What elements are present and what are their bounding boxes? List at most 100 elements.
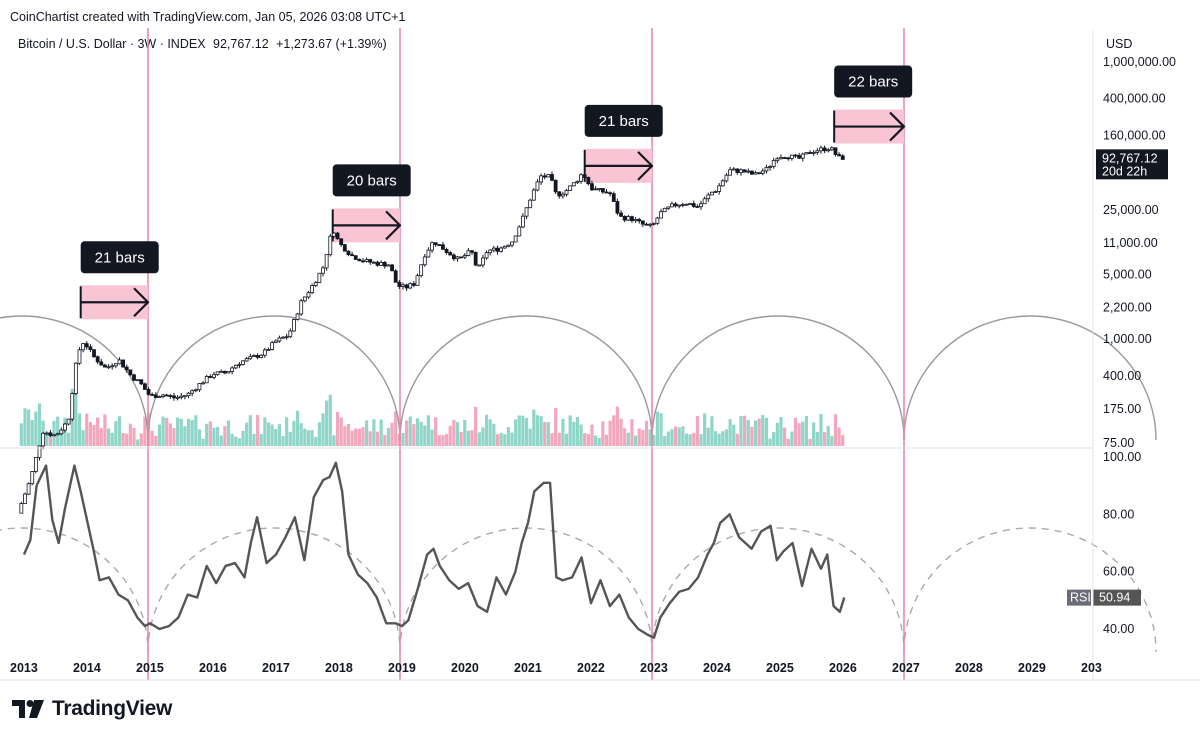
volume-bar <box>554 407 558 446</box>
price-cycle-arc <box>651 315 905 441</box>
rsi-cycle-arc <box>651 527 905 653</box>
candle-body <box>746 170 751 173</box>
candle-body <box>822 147 827 152</box>
volume-bar <box>74 382 78 446</box>
candle-body <box>786 157 791 160</box>
volume-bar <box>688 434 692 446</box>
candle-body <box>259 354 264 358</box>
volume-bar <box>85 413 89 446</box>
bars-label-box[interactable] <box>332 164 411 197</box>
bar-range-annotations[interactable]: 21 bars 20 bars 21 bars 22 bars <box>79 65 913 320</box>
candle-body <box>575 180 580 184</box>
time-axis-tick: 2029 <box>1018 661 1046 675</box>
volume-bar <box>365 420 369 446</box>
volume-bar <box>477 432 481 446</box>
volume-bar <box>819 414 823 446</box>
volume-bar <box>186 418 191 446</box>
volume-bar <box>564 433 569 446</box>
candle-body <box>266 349 271 351</box>
candle-body <box>699 203 703 208</box>
candle-body <box>680 204 685 206</box>
volume-bar <box>841 435 845 446</box>
candle-body <box>332 232 336 237</box>
candle-body <box>368 259 373 263</box>
volume-bar <box>252 433 256 446</box>
candle-body <box>204 376 209 384</box>
volume-bar <box>248 415 252 446</box>
candle-body <box>502 245 507 249</box>
volume-bar <box>481 427 485 446</box>
bars-label-box[interactable] <box>80 241 159 274</box>
volume-bar <box>143 416 147 446</box>
axes: USD 1,000,000.00 400,000.00 160,000.00 25,0… <box>0 30 1200 681</box>
candle-body <box>48 432 53 436</box>
volume-bar <box>66 432 71 446</box>
price-axis-tick: 175.00 <box>1103 402 1141 416</box>
volume-bar <box>830 435 834 446</box>
candle-body <box>771 160 776 167</box>
candle-body <box>175 396 180 399</box>
candle-body <box>281 336 285 339</box>
candle-body <box>66 418 71 425</box>
price-cycle-arc <box>903 315 1157 441</box>
candle-body <box>44 432 49 435</box>
tradingview-logo-icon <box>12 700 44 718</box>
time-axis-tick: 2015 <box>136 661 164 675</box>
candle-body <box>193 389 198 392</box>
volume-bar <box>783 427 787 446</box>
volume-bar <box>652 434 656 446</box>
volume-bar <box>517 415 521 446</box>
volume-bar <box>132 427 136 446</box>
volume-bar <box>837 427 841 446</box>
candle-body <box>720 180 725 187</box>
volume-bar <box>768 438 772 446</box>
tradingview-logo[interactable]: TradingView <box>12 697 172 721</box>
volume-bar <box>292 420 296 446</box>
volume-bar <box>604 434 609 446</box>
volume-bar <box>488 419 492 446</box>
volume-bar <box>430 429 434 446</box>
candle-body <box>33 457 38 472</box>
volume-bar <box>157 424 162 446</box>
price-cycle-arc <box>399 315 653 441</box>
candle-body <box>382 262 387 267</box>
candle-body <box>611 193 616 202</box>
volume-bar <box>590 424 594 446</box>
volume-bar <box>663 436 667 446</box>
candle-body <box>132 374 136 381</box>
candle-body <box>531 189 536 201</box>
candle-body <box>451 254 456 260</box>
volume-bar <box>612 415 616 446</box>
rsi-cycle-arc <box>903 527 1157 653</box>
price-cycle-arc <box>0 315 149 441</box>
volume-bar <box>644 420 649 446</box>
candle-body <box>390 264 394 272</box>
candle-body <box>728 169 732 176</box>
volume-bar <box>833 414 838 446</box>
volume-bar <box>332 435 336 446</box>
volume-bar <box>321 413 325 446</box>
bars-label-box[interactable] <box>584 104 663 137</box>
candle-body <box>433 242 438 245</box>
last-price-tag[interactable] <box>1096 149 1168 180</box>
candle-body <box>819 147 823 152</box>
volume-bar <box>721 431 725 446</box>
currency-label[interactable]: USD <box>1106 37 1132 51</box>
volume-bar <box>528 428 532 446</box>
symbol-name[interactable]: Bitcoin / U.S. Dollar · 3W · INDEX <box>18 37 206 51</box>
candle-body <box>357 259 362 262</box>
volume-bar <box>234 436 238 446</box>
volume-bar <box>779 416 783 446</box>
volume-bar <box>197 429 202 446</box>
volume-bar <box>641 429 645 446</box>
candle-body <box>804 152 809 155</box>
volume-bar <box>466 430 470 446</box>
volume-bar <box>176 417 180 446</box>
volume-bar <box>172 428 176 446</box>
bars-label-box[interactable] <box>834 65 913 98</box>
volume-bar <box>539 416 543 446</box>
volume-bar <box>255 415 260 446</box>
candle-body <box>288 330 293 338</box>
candle-body <box>121 359 126 368</box>
